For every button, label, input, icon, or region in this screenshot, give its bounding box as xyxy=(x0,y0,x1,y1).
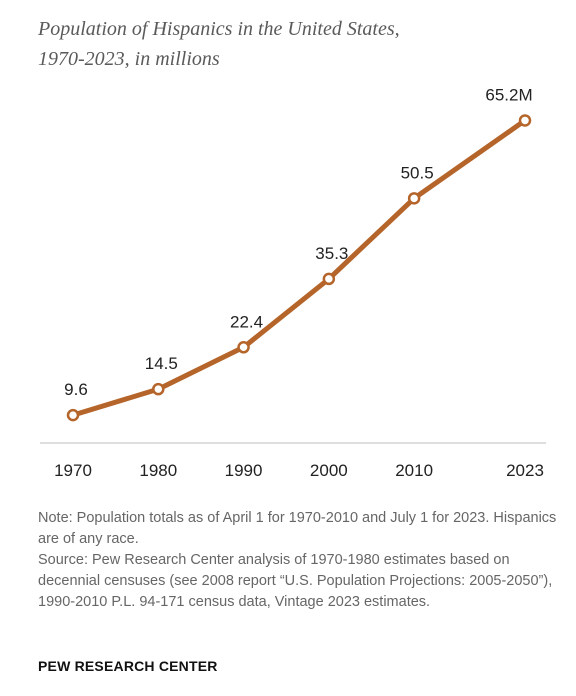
data-point xyxy=(66,408,80,422)
x-tick-label: 1990 xyxy=(225,461,263,480)
data-label: 9.6 xyxy=(64,380,88,399)
data-point xyxy=(152,382,165,396)
line-chart: 9.6 14.5 22.4 35.3 50.5 65.2M 1970 1980 1990 200… xyxy=(40,85,546,480)
x-tick-label: 2010 xyxy=(395,461,433,480)
note-text: Note: Population totals as of April 1 fo… xyxy=(38,510,557,547)
series-layer xyxy=(66,114,532,422)
x-tick-label: 1970 xyxy=(54,461,92,480)
x-tick-label: 1980 xyxy=(139,461,177,480)
data-point xyxy=(407,192,421,205)
series-line xyxy=(70,117,528,418)
data-point xyxy=(237,341,250,354)
data-label: 22.4 xyxy=(230,312,263,331)
data-label: 14.5 xyxy=(145,354,178,373)
chart-title-line-1: Population of Hispanics in the United St… xyxy=(38,18,400,40)
chart-title-line-2: 1970-2023, in millions xyxy=(38,48,220,70)
chart-notes: Note: Population totals as of April 1 fo… xyxy=(38,508,568,613)
data-point xyxy=(322,272,336,286)
x-tick-layer: 1970 1980 1990 2000 2010 2023 xyxy=(54,461,544,480)
x-tick-label: 2000 xyxy=(310,461,348,480)
data-label: 35.3 xyxy=(315,244,348,263)
data-label-layer: 9.6 14.5 22.4 35.3 50.5 65.2M xyxy=(64,85,532,399)
data-label: 65.2M xyxy=(485,85,532,104)
x-tick-label: 2023 xyxy=(506,461,544,480)
chart-title: Population of Hispanics in the United St… xyxy=(38,14,558,74)
data-point xyxy=(518,114,532,127)
source-text: Source: Pew Research Center analysis of … xyxy=(38,552,553,610)
brand-logo-text: PEW RESEARCH CENTER xyxy=(38,658,218,674)
data-label: 50.5 xyxy=(401,163,434,182)
